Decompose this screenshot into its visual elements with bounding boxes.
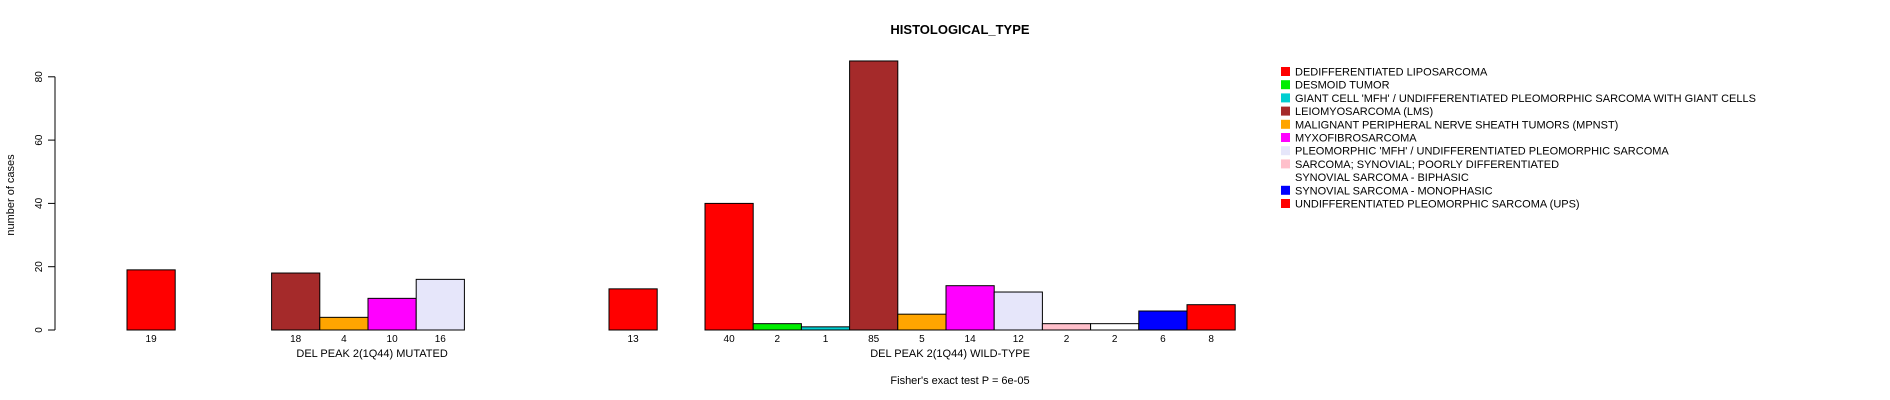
bar-value-label: 19 — [146, 334, 158, 345]
bar-value-label: 5 — [919, 334, 925, 345]
bar — [897, 313, 947, 331]
legend-entry: DEDIFFERENTIATED LIPOSARCOMA — [1295, 67, 1488, 79]
legend-entry: SARCOMA; SYNOVIAL; POORLY DIFFERENTIATED — [1295, 159, 1559, 171]
value-labels: 19 18 4 10 16 13 40 2 1 85 5 14 12 2 2 6 8 — [146, 334, 1215, 345]
legend-entry: MYXOFIBROSARCOMA — [1295, 133, 1417, 145]
bar-value-label: 4 — [341, 334, 347, 345]
y-tick-label: 60 — [34, 134, 45, 146]
bar — [1186, 304, 1236, 331]
legend-swatch — [1281, 67, 1290, 76]
legend-entry: PLEOMORPHIC 'MFH' / UNDIFFERENTIATED PLE… — [1295, 146, 1669, 158]
fisher-test-footnote: Fisher's exact test P = 6e-05 — [890, 375, 1029, 387]
bar-value-label: 8 — [1208, 334, 1214, 345]
bar — [800, 326, 851, 331]
bar — [1138, 310, 1188, 331]
legend-swatch — [1281, 199, 1290, 208]
y-axis-label: number of cases — [5, 154, 17, 236]
y-tick-label: 20 — [34, 261, 45, 273]
bar — [1090, 323, 1140, 331]
bar — [319, 316, 369, 331]
bar-value-label: 18 — [290, 334, 302, 345]
legend-entry: LEIOMYOSARCOMA (LMS) — [1295, 106, 1433, 118]
bar-value-label: 6 — [1160, 334, 1166, 345]
legend-swatch — [1281, 133, 1290, 142]
group-label: DEL PEAK 2(1Q44) WILD-TYPE — [870, 348, 1030, 360]
legend-swatch — [1281, 93, 1290, 103]
bar — [271, 272, 321, 331]
legend-entry: DESMOID TUMOR — [1295, 80, 1390, 92]
y-axis: 0 20 40 60 80 — [34, 71, 56, 333]
bar-value-label: 2 — [1064, 334, 1070, 345]
bar — [367, 297, 417, 331]
legend-entry: SYNOVIAL SARCOMA - MONOPHASIC — [1295, 185, 1493, 197]
bar — [608, 288, 658, 331]
legend-entry: GIANT CELL 'MFH' / UNDIFFERENTIATED PLEO… — [1295, 93, 1756, 105]
legend-swatch — [1281, 106, 1290, 116]
y-tick-label: 0 — [34, 327, 45, 333]
bar-value-label: 10 — [387, 334, 399, 345]
bar — [849, 60, 899, 331]
bar-value-label: 14 — [965, 334, 977, 345]
bar-value-label: 85 — [868, 334, 880, 345]
bar-value-label: 2 — [1112, 334, 1118, 345]
bar-value-label: 40 — [724, 334, 736, 345]
legend-entry: MALIGNANT PERIPHERAL NERVE SHEATH TUMORS… — [1295, 119, 1618, 131]
bars — [126, 60, 1236, 331]
bar-value-label: 13 — [628, 334, 640, 345]
group-labels: DEL PEAK 2(1Q44) MUTATED DEL PEAK 2(1Q44)… — [296, 348, 1030, 360]
legend-swatch — [1281, 159, 1290, 169]
chart-title: HISTOLOGICAL_TYPE — [890, 22, 1029, 37]
legend-swatch — [1281, 146, 1290, 156]
legend-swatch — [1281, 80, 1290, 90]
legend-swatch — [1281, 172, 1290, 182]
bar — [704, 202, 754, 331]
legend-entry: SYNOVIAL SARCOMA - BIPHASIC — [1295, 172, 1469, 184]
bar-value-label: 16 — [435, 334, 447, 345]
bar — [752, 323, 802, 331]
bar — [415, 278, 465, 331]
y-tick-label: 80 — [34, 71, 45, 83]
legend-swatch — [1281, 119, 1290, 129]
bar — [1041, 323, 1092, 331]
legend-entry: UNDIFFERENTIATED PLEOMORPHIC SARCOMA (UP… — [1295, 199, 1580, 211]
bar — [993, 291, 1043, 331]
bar-value-label: 1 — [823, 334, 829, 345]
legend-swatch — [1281, 185, 1290, 195]
y-tick-label: 40 — [34, 197, 45, 209]
bar — [126, 269, 176, 331]
bar-value-label: 12 — [1013, 334, 1025, 345]
bar — [945, 285, 995, 331]
bar-value-label: 2 — [775, 334, 781, 345]
group-label: DEL PEAK 2(1Q44) MUTATED — [296, 348, 447, 360]
